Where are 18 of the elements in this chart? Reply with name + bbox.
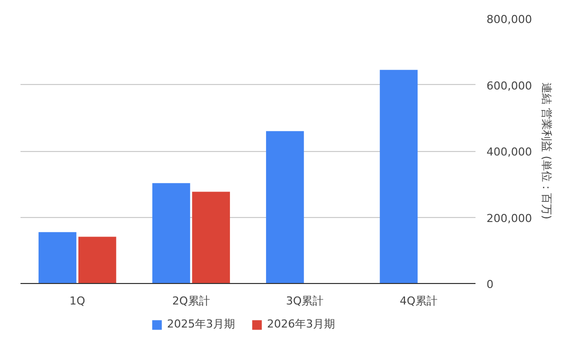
y-tick-label: 200,000	[486, 212, 532, 225]
x-tick-label: 1Q	[70, 294, 86, 308]
bar	[266, 131, 304, 284]
bar	[152, 183, 190, 284]
y-tick-label: 0	[486, 278, 494, 291]
bar	[380, 70, 418, 284]
x-tick-label: 3Q累計	[286, 294, 324, 308]
bar	[192, 192, 230, 284]
y-tick-label: 800,000	[486, 13, 532, 26]
x-tick-label: 4Q累計	[400, 294, 438, 308]
y-axis-title: 連結 営業利益 (単位：百万)	[540, 82, 553, 220]
legend-label: 2026年3月期	[267, 316, 335, 332]
bar	[78, 236, 116, 284]
bar	[38, 232, 76, 284]
y-tick-label: 600,000	[486, 79, 532, 92]
x-tick-label: 2Q累計	[172, 294, 210, 308]
y-tick-label: 400,000	[486, 146, 532, 158]
legend-label: 2025年3月期	[167, 316, 235, 332]
